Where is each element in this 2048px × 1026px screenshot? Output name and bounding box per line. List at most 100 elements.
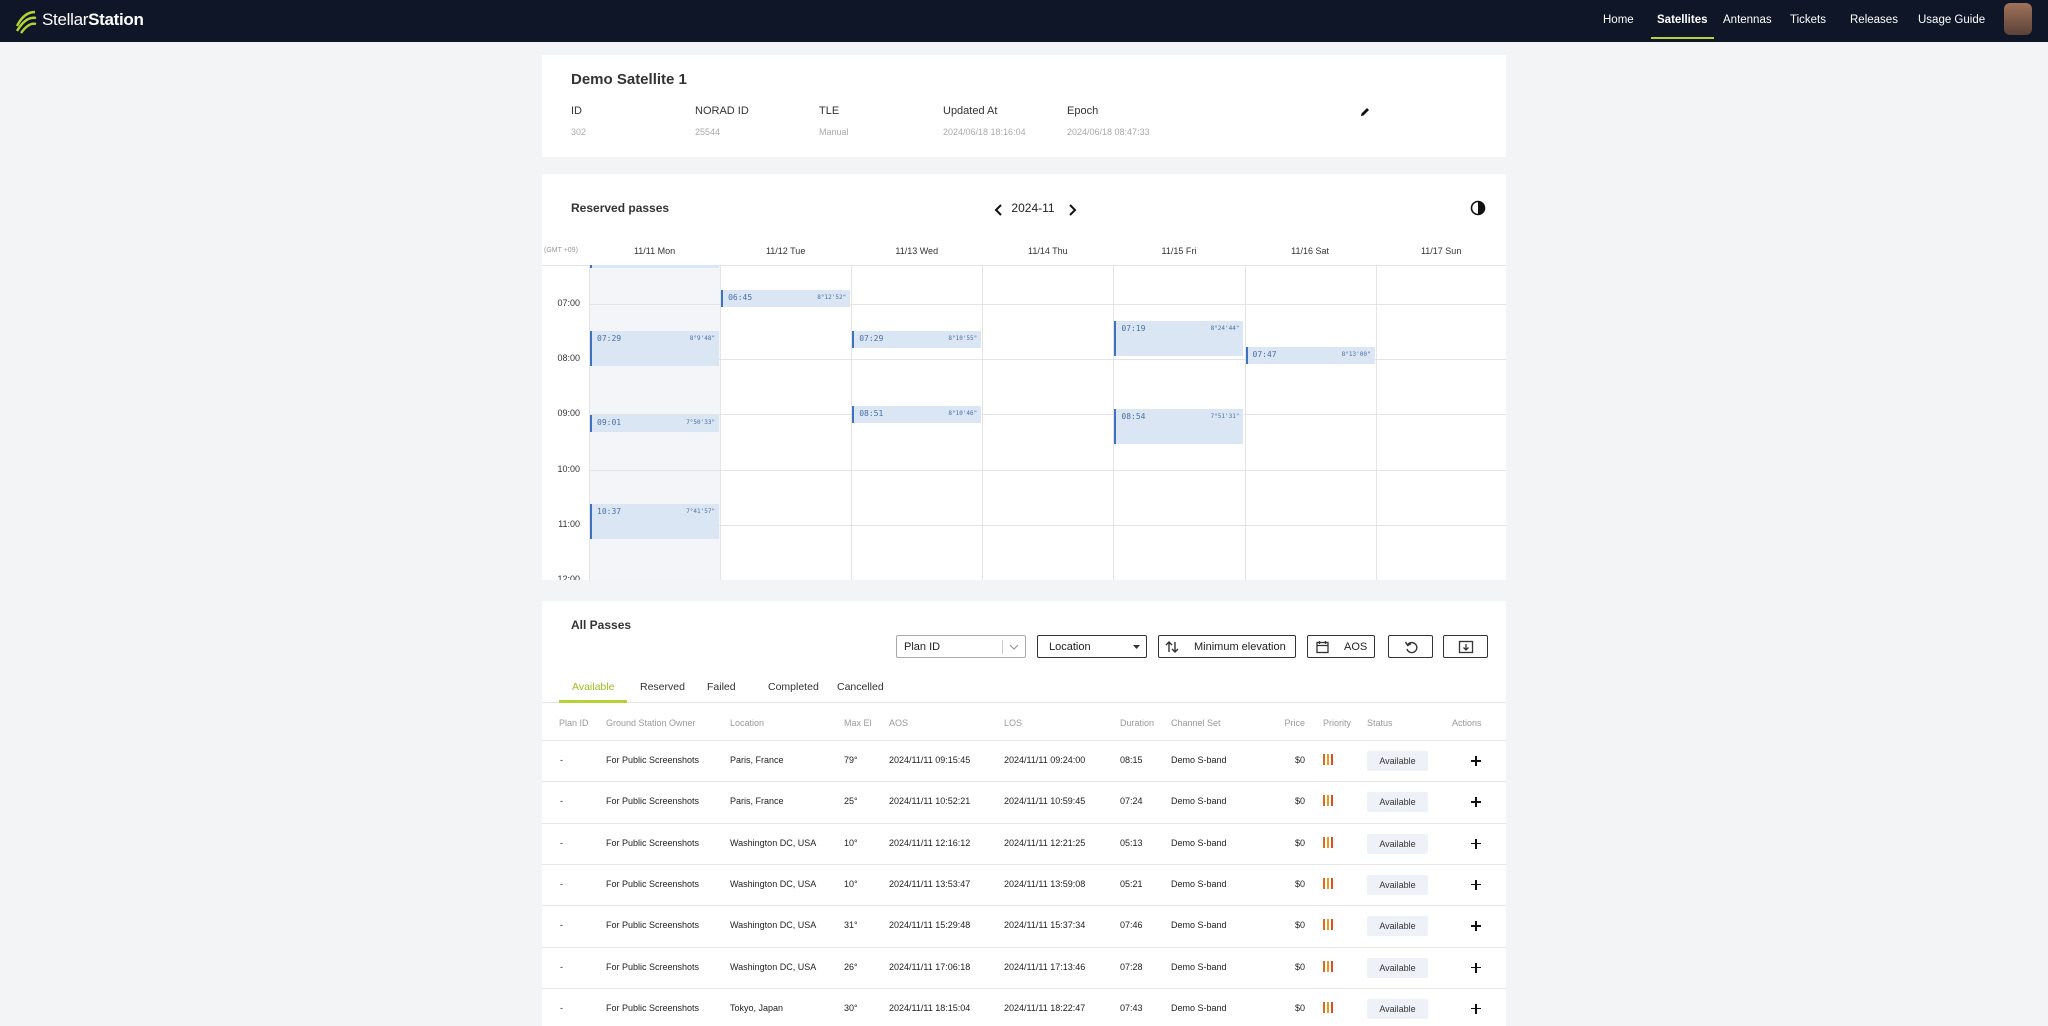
table-cell: Demo S-band [1171, 1002, 1227, 1013]
priority-icon [1323, 919, 1335, 931]
nav-link[interactable]: Satellites [1657, 14, 1708, 26]
nav-link[interactable]: Home [1603, 14, 1634, 26]
nav-link[interactable]: Tickets [1790, 14, 1826, 26]
field-label: Updated At [943, 105, 998, 117]
prev-month[interactable] [993, 203, 1005, 217]
download-button[interactable] [1443, 635, 1488, 658]
theme-toggle[interactable] [1470, 200, 1486, 216]
table-cell: 2024/11/11 09:24:00 [1004, 755, 1086, 765]
table-cell: Demo S-band [1171, 755, 1227, 765]
table-cell: 07:43 [1120, 1002, 1143, 1013]
table-cell: For Public Screenshots [606, 837, 700, 848]
priority-bar [1323, 754, 1325, 765]
day-header: 11/16 Sat [1291, 246, 1329, 256]
priority-icon [1323, 960, 1335, 972]
priority-bar [1323, 795, 1325, 807]
grid-line [542, 265, 1506, 266]
table-cell: Washington DC, USA [730, 878, 817, 889]
add-button[interactable] [1469, 961, 1483, 975]
location-select[interactable]: Location [1037, 635, 1147, 658]
grid-line [1244, 265, 1246, 580]
event-block[interactable]: 07:19 8°24'44" [1114, 321, 1244, 357]
table-cell: 79° [844, 755, 858, 765]
field-label: TLE [819, 105, 840, 117]
status-badge: Available [1367, 833, 1428, 854]
event-block[interactable]: 08:51 8°10'46" [852, 406, 982, 424]
field-label: NORAD ID [695, 105, 749, 117]
priority-bar [1327, 836, 1329, 848]
event-block[interactable]: 07:29 8°9'48" [590, 330, 720, 366]
tab[interactable]: Cancelled [837, 681, 884, 693]
table-cell: 2024/11/11 18:15:04 [889, 1002, 971, 1013]
event-block[interactable]: 07:47 8°13'00" [1245, 347, 1375, 365]
table-cell: Demo S-band [1171, 796, 1227, 807]
add-button[interactable] [1469, 795, 1483, 809]
elevation-filter[interactable]: Minimum elevation [1158, 635, 1296, 658]
priority-bar [1327, 754, 1329, 765]
status-badge: Available [1367, 874, 1428, 895]
priority-bar [1331, 960, 1333, 972]
add-button[interactable] [1469, 1002, 1483, 1016]
priority-bar [1323, 836, 1325, 848]
table-cell: 10° [844, 878, 858, 889]
table-cell: - [560, 961, 563, 972]
priority-bar [1331, 754, 1333, 765]
caret [1133, 644, 1140, 649]
table-cell: 08:15 [1120, 755, 1143, 765]
add-button[interactable] [1469, 837, 1483, 851]
add-button[interactable] [1469, 919, 1483, 933]
add-button[interactable] [1469, 754, 1483, 768]
tabs-divider [542, 702, 1506, 703]
table-cell: $0 [1294, 837, 1305, 848]
passes-card: All Passes Plan ID Location Minimum elev… [542, 601, 1506, 1026]
priority-bar [1327, 1001, 1329, 1013]
month-label: 2024-11 [1011, 201, 1055, 215]
field-label: ID [571, 105, 582, 117]
table-cell: - [560, 796, 563, 807]
reserved-card: Reserved passes 2024-11 (GMT +09) 07:00 0… [542, 174, 1506, 580]
priority-icon [1323, 795, 1335, 807]
nav-link[interactable]: Releases [1850, 14, 1898, 26]
table-cell: $0 [1294, 755, 1305, 765]
status-badge: Available [1367, 957, 1428, 978]
nav-link[interactable]: Usage Guide [1918, 14, 1986, 26]
event-time: 07:47 [1252, 350, 1277, 360]
event-detail: 7°51'31" [1210, 412, 1240, 420]
table-cell: 2024/11/11 17:13:46 [1004, 961, 1086, 972]
table-cell: 2024/11/11 13:53:47 [889, 878, 971, 889]
table-cell: 05:21 [1120, 878, 1143, 889]
next-month[interactable] [1066, 203, 1078, 217]
reset-button[interactable] [1388, 635, 1433, 658]
table-cell: For Public Screenshots [606, 755, 700, 765]
table-cell: Washington DC, USA [730, 961, 817, 972]
aos-filter[interactable]: AOS [1307, 635, 1375, 658]
field-value: 302 [571, 127, 587, 137]
tab[interactable]: Failed [707, 681, 736, 693]
priority-bar [1327, 919, 1329, 931]
tab[interactable]: Completed [768, 681, 819, 693]
event-block[interactable]: 08:54 7°51'31" [1114, 408, 1244, 444]
column-header: LOS [1004, 718, 1023, 728]
event-block[interactable]: 07:29 8°10'55" [852, 330, 982, 348]
table-cell: Washington DC, USA [730, 837, 817, 848]
tab[interactable]: Available [572, 681, 615, 693]
column-header: Ground Station Owner [606, 718, 696, 728]
plan-id-select[interactable]: Plan ID [896, 635, 1026, 658]
event-block[interactable]: 10:37 7°41'57" [590, 503, 720, 539]
column-header: Plan ID [559, 718, 589, 728]
table-cell: $0 [1294, 796, 1305, 807]
event-time: 09:01 [597, 418, 622, 428]
nav-link[interactable]: Antennas [1723, 14, 1772, 26]
add-button[interactable] [1469, 878, 1483, 892]
row-divider [542, 740, 1506, 741]
event-block[interactable]: 06:45 8°12'52" [721, 290, 851, 308]
tab[interactable]: Reserved [640, 681, 685, 693]
chevron [1009, 644, 1019, 650]
day-header: 11/14 Thu [1027, 246, 1068, 256]
table-cell: - [560, 755, 563, 765]
edit-tle[interactable] [1359, 106, 1371, 118]
priority-bar [1323, 877, 1325, 889]
avatar[interactable] [2004, 3, 2032, 35]
logo-icon [15, 10, 37, 34]
event-block[interactable]: 09:01 7°50'33" [590, 415, 720, 433]
